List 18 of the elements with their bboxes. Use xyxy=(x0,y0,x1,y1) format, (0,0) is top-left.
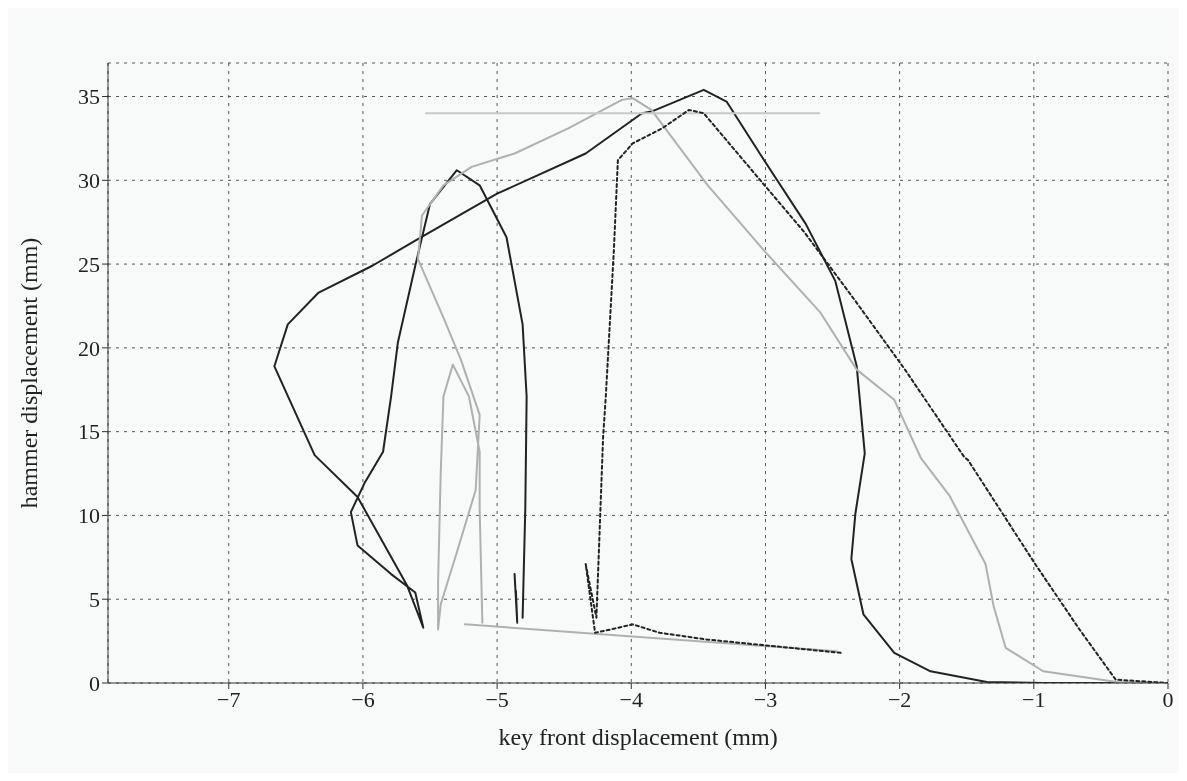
y-tick-label: 20 xyxy=(78,335,100,361)
x-tick-label: −3 xyxy=(753,686,778,712)
y-tick-label: 30 xyxy=(78,168,100,194)
x-tick-label: −4 xyxy=(619,686,643,712)
y-tick-label: 25 xyxy=(78,251,100,277)
y-tick-label: 10 xyxy=(78,503,100,529)
y-tick-label: 5 xyxy=(89,587,100,613)
y-tick-label: 35 xyxy=(78,84,100,110)
y-tick-label: 15 xyxy=(78,419,100,445)
y-tick-label: 0 xyxy=(89,670,100,696)
x-tick-label: −6 xyxy=(351,686,375,712)
x-tick-label: −2 xyxy=(887,686,912,712)
x-tick-label: −5 xyxy=(485,686,509,712)
x-axis-title: key front displacement (mm) xyxy=(498,724,778,750)
x-tick-label: −1 xyxy=(1022,686,1046,712)
x-tick-label: 0 xyxy=(1162,686,1174,712)
x-tick-label: −7 xyxy=(217,686,241,712)
y-axis-title: hammer displacement (mm) xyxy=(15,237,42,509)
